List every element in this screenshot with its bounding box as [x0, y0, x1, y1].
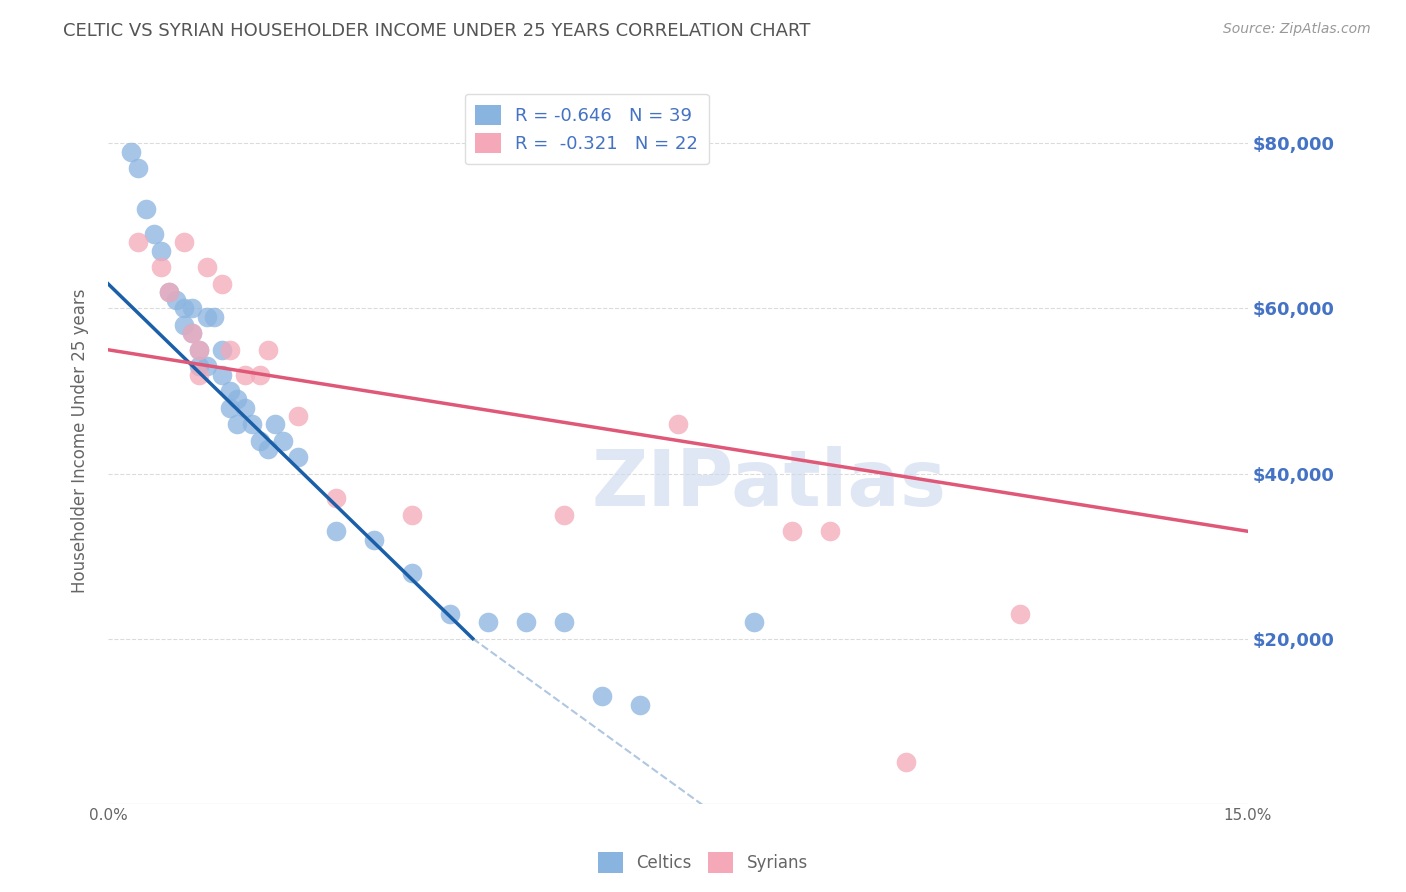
Point [173, 318, 195, 332]
Point [264, 417, 287, 431]
Point [195, 260, 218, 275]
Point [742, 615, 765, 629]
Point [157, 285, 180, 299]
Legend: Celtics, Syrians: Celtics, Syrians [592, 846, 814, 880]
Point [188, 359, 211, 374]
Point [287, 409, 309, 423]
Y-axis label: Householder Income Under 25 years: Householder Income Under 25 years [72, 288, 89, 593]
Point [180, 326, 202, 341]
Text: ZIPatlas: ZIPatlas [592, 446, 946, 522]
Point [233, 368, 256, 382]
Text: Source: ZipAtlas.com: Source: ZipAtlas.com [1223, 22, 1371, 37]
Point [211, 368, 233, 382]
Point [218, 384, 240, 398]
Point [142, 227, 165, 242]
Point [226, 417, 249, 431]
Point [287, 450, 309, 464]
Point [188, 343, 211, 357]
Point [325, 524, 347, 539]
Point [173, 301, 195, 316]
Point [256, 442, 278, 456]
Point [195, 310, 218, 324]
Point [157, 285, 180, 299]
Point [218, 343, 240, 357]
Point [242, 417, 264, 431]
Point [173, 235, 195, 250]
Point [363, 533, 385, 547]
Point [249, 434, 271, 448]
Point [188, 343, 211, 357]
Point [150, 244, 173, 258]
Point [325, 491, 347, 506]
Point [477, 615, 499, 629]
Point [666, 417, 689, 431]
Point [233, 401, 256, 415]
Point [165, 293, 187, 308]
Point [628, 698, 651, 712]
Point [211, 343, 233, 357]
Point [249, 368, 271, 382]
Point [553, 508, 575, 522]
Point [591, 690, 613, 704]
Point [894, 756, 917, 770]
Point [226, 392, 249, 407]
Legend: R = -0.646   N = 39, R =  -0.321   N = 22: R = -0.646 N = 39, R = -0.321 N = 22 [464, 94, 709, 164]
Point [439, 607, 461, 621]
Point [195, 359, 218, 374]
Point [120, 145, 142, 159]
Point [780, 524, 803, 539]
Text: CELTIC VS SYRIAN HOUSEHOLDER INCOME UNDER 25 YEARS CORRELATION CHART: CELTIC VS SYRIAN HOUSEHOLDER INCOME UNDE… [63, 22, 811, 40]
Point [127, 235, 149, 250]
Point [818, 524, 841, 539]
Point [180, 301, 202, 316]
Point [271, 434, 294, 448]
Point [180, 326, 202, 341]
Point [127, 161, 149, 176]
Point [150, 260, 173, 275]
Point [401, 566, 423, 580]
Point [1008, 607, 1031, 621]
Point [211, 277, 233, 291]
Point [135, 202, 157, 217]
Point [256, 343, 278, 357]
Point [202, 310, 225, 324]
Point [218, 401, 240, 415]
Point [401, 508, 423, 522]
Point [188, 368, 211, 382]
Point [553, 615, 575, 629]
Point [515, 615, 537, 629]
